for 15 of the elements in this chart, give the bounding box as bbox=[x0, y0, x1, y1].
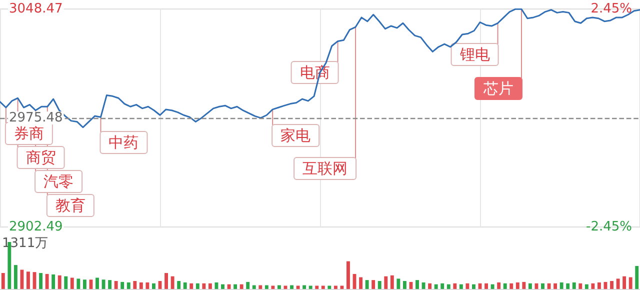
y-tick-label: 2902.49 bbox=[9, 220, 63, 234]
data-label: 券商 bbox=[14, 124, 44, 142]
y2-tick-label: -2.45% bbox=[586, 220, 632, 234]
data-label: 教育 bbox=[55, 196, 86, 214]
data-label: 中药 bbox=[108, 134, 139, 152]
data-label: 商贸 bbox=[26, 148, 56, 166]
y-tick-label: 2975.48 bbox=[9, 110, 63, 126]
data-label: 家电 bbox=[280, 126, 311, 144]
y-tick-label: 3048.47 bbox=[9, 2, 63, 16]
data-label: 互联网 bbox=[302, 160, 348, 178]
data-label: 芯片 bbox=[482, 80, 514, 98]
y2-tick-label: 2.45% bbox=[590, 2, 632, 16]
annotation: 1311万 bbox=[2, 236, 48, 251]
data-label: 汽零 bbox=[44, 172, 74, 190]
data-label: 锂电 bbox=[458, 46, 490, 64]
